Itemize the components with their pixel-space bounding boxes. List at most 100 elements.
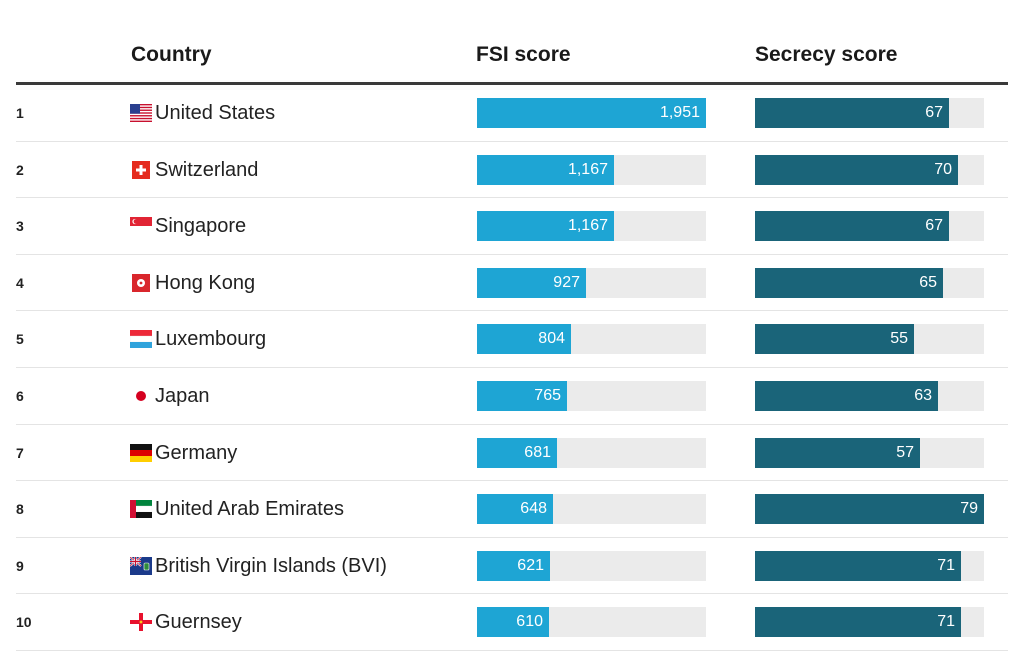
rank-cell: 5 [16,331,24,348]
fsi-value-label: 681 [524,443,551,461]
fsi-bar: 610 [477,607,549,638]
country-name: Luxembourg [155,328,267,351]
country-name: Japan [155,384,210,407]
secrecy-value-label: 71 [937,556,955,574]
fsi-bar: 1,167 [477,211,614,242]
row-divider [16,140,1008,142]
row-divider [16,310,1008,312]
fsi-value-label: 648 [520,500,547,518]
secrecy-bar: 70 [755,154,958,185]
fsi-bar-track: 927 [477,267,706,298]
row-divider [16,366,1008,368]
table-row: 2 Switzerland 1,167 70 [0,142,1024,199]
table-row: 5 Luxembourg 804 55 [0,311,1024,368]
secrecy-bar-track: 79 [755,494,984,525]
fsi-bar: 1,951 [477,98,706,128]
rank-cell: 7 [16,444,24,461]
fsi-bar-track: 1,167 [477,154,706,185]
fsi-bar-track: 804 [477,324,706,355]
secrecy-bar-track: 71 [755,550,984,581]
table-row: 9 British Virgin Islands (BVI) 621 71 [0,538,1024,595]
rank-cell: 2 [16,161,24,178]
secrecy-value-label: 71 [937,613,955,631]
germany-flag-icon [130,443,152,462]
country-name: Switzerland [155,158,259,181]
secrecy-bar: 79 [755,494,984,525]
japan-flag-icon [130,386,152,405]
country-name: Hong Kong [155,271,256,294]
secrecy-bar: 71 [755,550,961,581]
hong-kong-flag-icon [130,273,152,292]
table-row: 8 United Arab Emirates 648 79 [0,481,1024,538]
us-flag-icon [130,104,152,123]
fsi-bar: 621 [477,550,550,581]
row-divider [16,593,1008,595]
switzerland-flag-icon [130,160,152,179]
secrecy-column-header: Secrecy score [755,43,898,66]
secrecy-bar: 63 [755,380,938,411]
fsi-value-label: 621 [517,556,544,574]
fsi-bar: 1,167 [477,154,614,185]
fsi-bar-track: 648 [477,494,706,525]
table-row: 1 United States 1,951 67 [0,85,1024,142]
secrecy-bar: 55 [755,324,914,355]
table-row: 3 Singapore 1,167 67 [0,198,1024,255]
secrecy-bar-track: 67 [755,211,984,242]
secrecy-value-label: 57 [896,443,914,461]
country-column-header: Country [131,43,212,66]
secrecy-bar: 65 [755,267,943,298]
bvi-flag-icon [129,555,152,575]
fsi-bar-track: 621 [477,550,706,581]
country-name: Germany [155,441,238,464]
table-header: Country FSI score Secrecy score [0,0,1024,85]
rank-cell: 1 [16,105,24,121]
country-name: United States [155,102,276,124]
row-divider [16,197,1008,199]
country-name: Singapore [155,215,247,238]
country-name: United Arab Emirates [155,498,344,521]
secrecy-bar: 71 [755,607,961,638]
fsi-bar-track: 1,951 [477,98,706,128]
fsi-value-label: 1,167 [567,217,608,235]
secrecy-bar-track: 65 [755,267,984,298]
fsi-column-header: FSI score [476,43,571,66]
rank-cell: 9 [16,557,24,574]
table-body: 1 United States 1,951 67 2 Switzerland 1,167 70… [0,85,1024,651]
fsi-bar: 681 [477,437,557,468]
fsi-bar: 927 [477,267,586,298]
luxembourg-flag-icon [129,330,153,349]
fsi-value-label: 610 [516,613,543,631]
secrecy-value-label: 67 [925,104,943,121]
fsi-bar-track: 681 [477,437,706,468]
row-divider [16,480,1008,482]
fsi-value-label: 765 [534,386,561,404]
table-row: 10 Guernsey 610 71 [0,594,1024,651]
row-divider [16,253,1008,255]
secrecy-bar-track: 55 [755,324,984,355]
secrecy-bar-track: 63 [755,380,984,411]
fsi-value-label: 1,951 [659,104,700,121]
secrecy-value-label: 67 [925,217,943,235]
fsi-bar-track: 1,167 [477,211,706,242]
country-name: Guernsey [155,611,242,634]
fsi-bar-track: 610 [477,607,706,638]
fsi-bar: 765 [477,380,567,411]
secrecy-bar: 67 [755,98,949,128]
fsi-bar: 648 [477,494,553,525]
rank-cell: 3 [16,218,24,235]
secrecy-bar-track: 70 [755,154,984,185]
fsi-value-label: 927 [553,273,580,291]
secrecy-bar-track: 67 [755,98,984,128]
secrecy-bar: 67 [755,211,949,242]
row-divider [16,536,1008,538]
table-row: 7 Germany 681 57 [0,425,1024,482]
header-divider [16,82,1008,85]
secrecy-value-label: 63 [914,386,932,404]
rank-cell: 8 [16,501,24,518]
table-row: 6 Japan 765 63 [0,368,1024,425]
country-name: British Virgin Islands (BVI) [155,554,387,577]
secrecy-value-label: 65 [919,273,937,291]
fsi-value-label: 1,167 [567,160,608,178]
singapore-flag-icon [130,217,152,236]
secrecy-value-label: 70 [934,160,952,178]
